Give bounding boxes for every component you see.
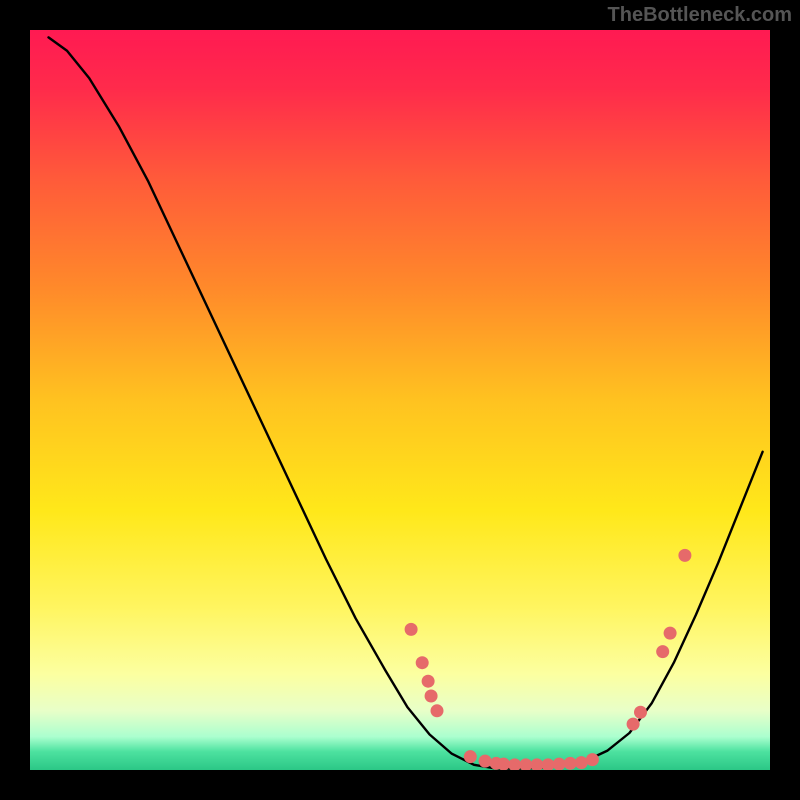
plot-area (30, 30, 770, 770)
data-marker (656, 645, 669, 658)
data-marker (497, 758, 510, 770)
data-marker (479, 755, 492, 768)
data-marker (422, 675, 435, 688)
data-marker (508, 758, 521, 770)
data-marker (586, 753, 599, 766)
chart-container: TheBottleneck.com (0, 0, 800, 800)
data-marker (416, 656, 429, 669)
data-marker (634, 706, 647, 719)
data-marker (464, 750, 477, 763)
data-marker (425, 690, 438, 703)
data-marker (519, 758, 532, 770)
data-marker (627, 718, 640, 731)
data-marker (664, 627, 677, 640)
data-marker (542, 758, 555, 770)
data-marker (553, 758, 566, 770)
bottleneck-curve (49, 37, 763, 768)
data-marker (431, 704, 444, 717)
data-marker (564, 757, 577, 770)
data-marker (575, 756, 588, 769)
marker-group (405, 549, 692, 770)
watermark-text: TheBottleneck.com (608, 4, 792, 27)
data-marker (405, 623, 418, 636)
data-marker (530, 758, 543, 770)
data-marker (678, 549, 691, 562)
bottleneck-curve-svg (30, 30, 770, 770)
